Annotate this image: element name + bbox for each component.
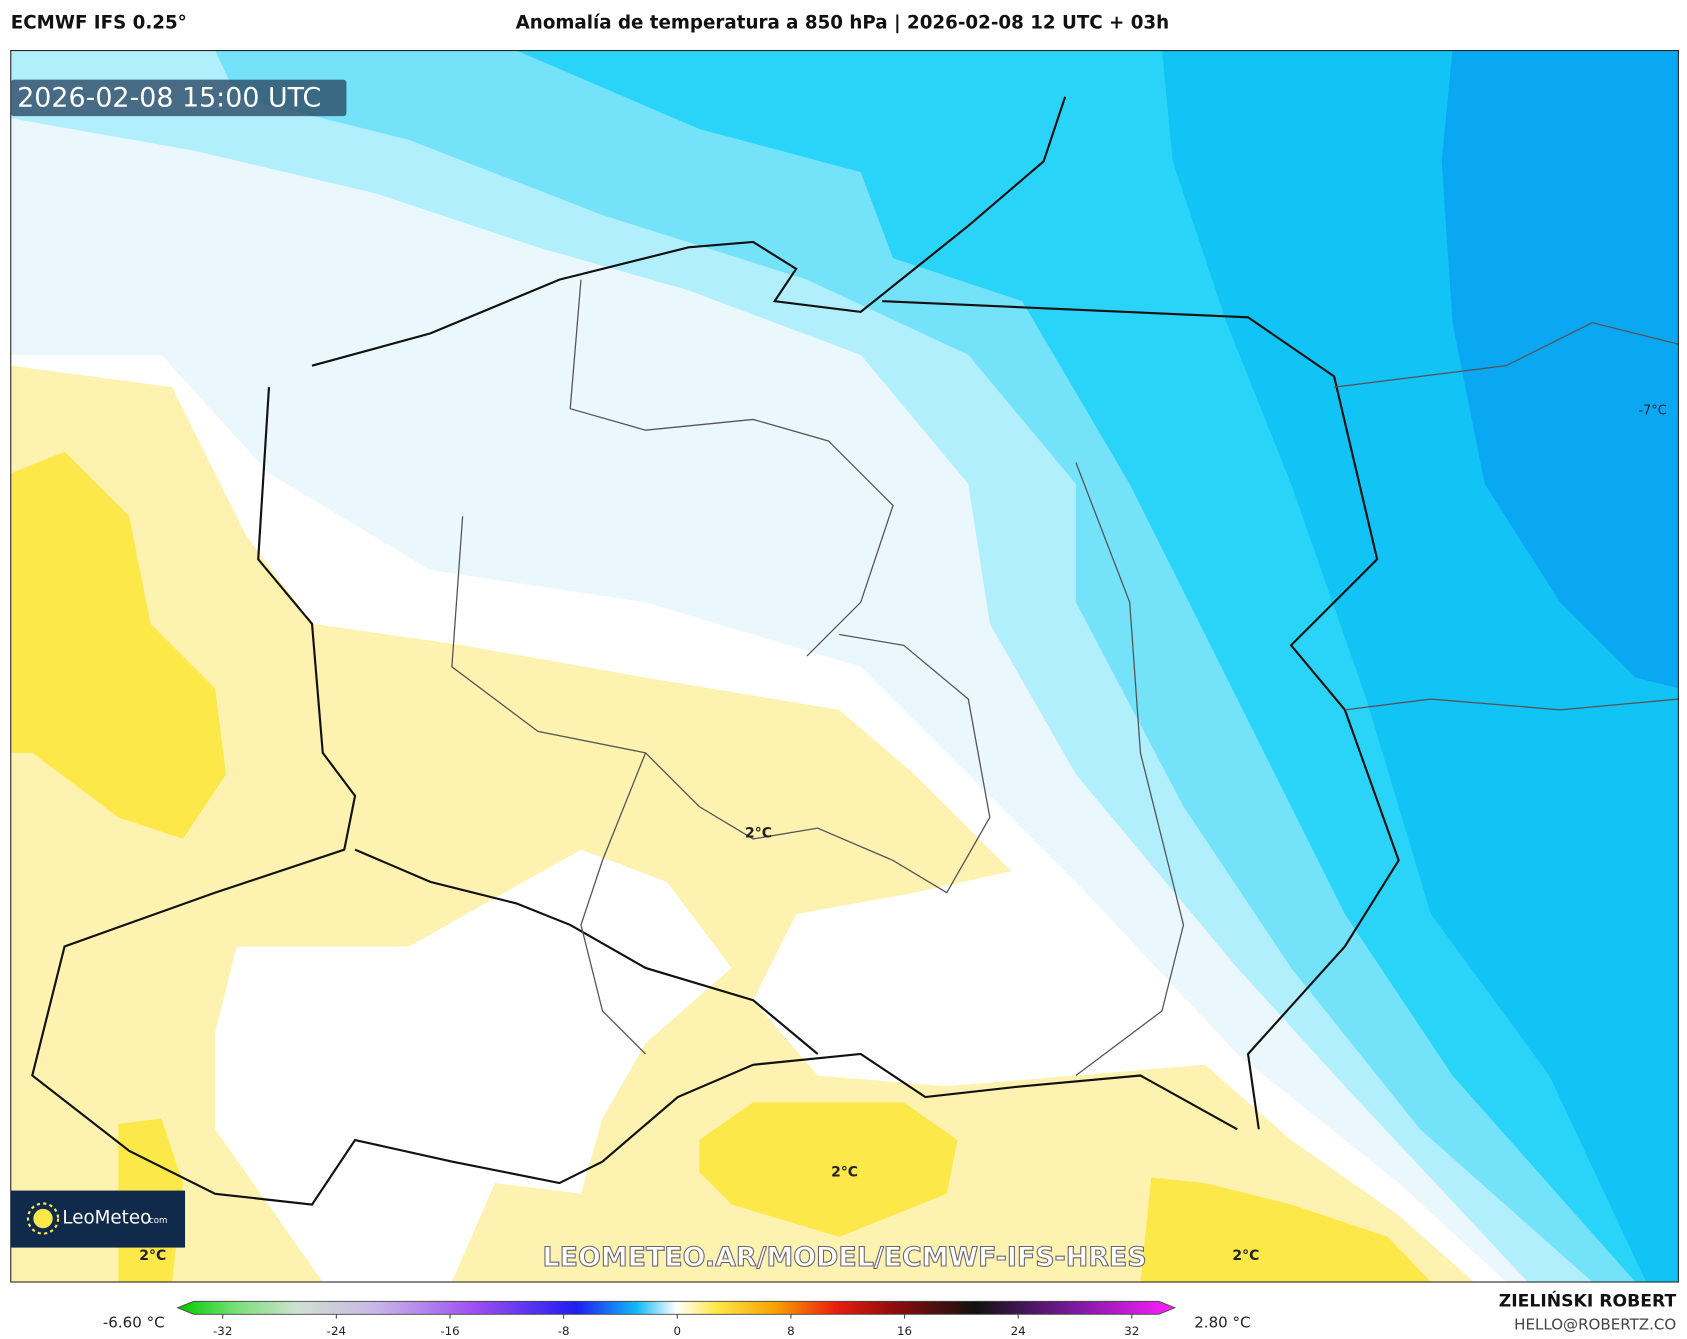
contour-label: 2°C bbox=[139, 1248, 166, 1264]
region-border bbox=[569, 279, 894, 657]
watermark: LEOMETEO.AR/MODEL/ECMWF-IFS-HRES bbox=[543, 1242, 1147, 1273]
colorbar-tick-label: 24 bbox=[1011, 1324, 1026, 1338]
region-border bbox=[1334, 321, 1679, 388]
colorbar-tick-label: -24 bbox=[327, 1324, 346, 1338]
contour-label: 2°C bbox=[1232, 1248, 1259, 1264]
country-border bbox=[31, 387, 1238, 1206]
logo: LeoMeteo .com bbox=[10, 1190, 186, 1248]
anomaly-zone bbox=[215, 849, 732, 1282]
anomaly-zone bbox=[1140, 1177, 1431, 1282]
legend-min: -6.60 °C bbox=[103, 1313, 165, 1331]
coastline bbox=[311, 96, 1067, 367]
country-border bbox=[882, 300, 1400, 1130]
valid-time: 2026-02-08 15:00 UTC bbox=[17, 82, 321, 113]
colorbar-tick-label: 16 bbox=[897, 1324, 912, 1338]
country-border bbox=[354, 848, 819, 1055]
anomaly-zone bbox=[839, 892, 1205, 1076]
contour-label: 2°C bbox=[831, 1164, 858, 1180]
region-border bbox=[1075, 462, 1185, 1077]
colorbar-tick-label: 32 bbox=[1124, 1324, 1139, 1338]
colorbar-tick-label: 8 bbox=[787, 1324, 795, 1338]
anomaly-zone bbox=[10, 451, 226, 839]
colorbar-tick-label: -16 bbox=[440, 1324, 459, 1338]
time-badge bbox=[10, 79, 347, 117]
anomaly-zone bbox=[1441, 50, 1679, 689]
region-border bbox=[580, 752, 647, 1055]
color-bar bbox=[176, 1300, 1177, 1315]
map-title: Anomalía de temperatura a 850 hPa | 2026… bbox=[516, 13, 1169, 34]
contour-label: 2°C bbox=[745, 826, 772, 842]
author: ZIELIŃSKI ROBERT bbox=[1499, 1289, 1677, 1311]
anomaly-zone bbox=[699, 1102, 958, 1237]
region-border bbox=[451, 516, 991, 894]
contact: HELLO@ROBERTZ.CO bbox=[1514, 1316, 1676, 1334]
map-frame bbox=[10, 50, 1679, 1283]
logo-rays bbox=[26, 1202, 60, 1235]
colorbar-tick-label: -32 bbox=[213, 1324, 232, 1338]
region-border bbox=[1344, 698, 1679, 711]
map bbox=[10, 50, 1679, 1282]
legend-max: 2.80 °C bbox=[1194, 1313, 1250, 1331]
logo-text: LeoMeteo bbox=[62, 1208, 151, 1229]
model-name: ECMWF IFS 0.25° bbox=[11, 13, 187, 34]
colorbar-tick-label: -8 bbox=[558, 1324, 570, 1338]
colorbar-tick-label: 0 bbox=[674, 1324, 682, 1338]
logo-sun bbox=[33, 1208, 53, 1229]
logo-suffix: .com bbox=[146, 1216, 167, 1226]
contour-label: -7°C bbox=[1638, 403, 1666, 418]
